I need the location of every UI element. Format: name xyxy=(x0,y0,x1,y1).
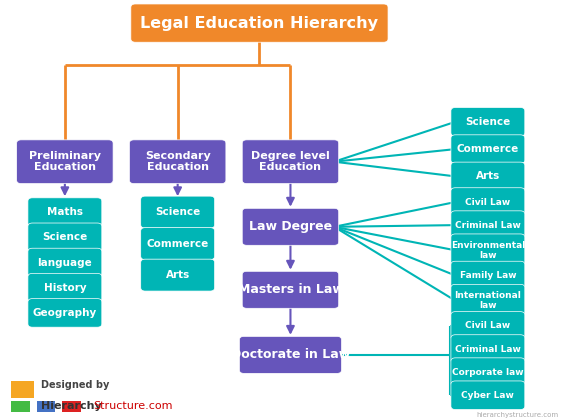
FancyBboxPatch shape xyxy=(11,381,34,398)
Text: Legal Education Hierarchy: Legal Education Hierarchy xyxy=(140,16,378,31)
FancyBboxPatch shape xyxy=(451,162,525,191)
Text: Hierarchy: Hierarchy xyxy=(41,401,102,411)
FancyBboxPatch shape xyxy=(129,140,226,184)
Text: Corporate law: Corporate law xyxy=(452,368,523,377)
Text: Environmental
law: Environmental law xyxy=(451,241,525,260)
Text: Law Degree: Law Degree xyxy=(249,220,332,233)
FancyBboxPatch shape xyxy=(37,401,55,412)
Text: Family Law: Family Law xyxy=(460,271,516,280)
Text: Maths: Maths xyxy=(47,207,83,217)
FancyBboxPatch shape xyxy=(451,381,525,410)
FancyBboxPatch shape xyxy=(28,248,102,277)
Text: Commerce: Commerce xyxy=(457,144,519,154)
FancyBboxPatch shape xyxy=(451,234,525,267)
FancyBboxPatch shape xyxy=(62,401,81,412)
FancyBboxPatch shape xyxy=(28,223,102,252)
FancyBboxPatch shape xyxy=(28,198,102,226)
Text: Arts: Arts xyxy=(476,171,500,181)
Text: language: language xyxy=(37,257,92,268)
Text: Civil Law: Civil Law xyxy=(465,197,510,207)
FancyBboxPatch shape xyxy=(28,273,102,302)
FancyBboxPatch shape xyxy=(451,211,525,239)
FancyBboxPatch shape xyxy=(451,261,525,290)
FancyBboxPatch shape xyxy=(451,358,525,386)
FancyBboxPatch shape xyxy=(28,299,102,327)
FancyBboxPatch shape xyxy=(451,335,525,363)
FancyBboxPatch shape xyxy=(140,259,214,291)
FancyBboxPatch shape xyxy=(140,196,214,228)
FancyBboxPatch shape xyxy=(451,284,525,317)
Text: Structure.com: Structure.com xyxy=(93,401,173,411)
Text: Criminal Law: Criminal Law xyxy=(455,344,521,354)
Text: Criminal Law: Criminal Law xyxy=(455,220,521,230)
FancyBboxPatch shape xyxy=(11,401,30,412)
FancyBboxPatch shape xyxy=(451,108,525,136)
Text: Designed by: Designed by xyxy=(41,380,109,390)
Text: Preliminary
Education: Preliminary Education xyxy=(29,151,101,173)
FancyBboxPatch shape xyxy=(243,271,338,308)
Text: Secondary
Education: Secondary Education xyxy=(145,151,210,173)
FancyBboxPatch shape xyxy=(17,140,113,184)
Text: Science: Science xyxy=(465,117,510,127)
FancyBboxPatch shape xyxy=(451,188,525,216)
FancyBboxPatch shape xyxy=(451,135,525,163)
Text: Doctorate in Law: Doctorate in Law xyxy=(231,349,350,361)
FancyBboxPatch shape xyxy=(239,336,341,373)
Text: Arts: Arts xyxy=(166,270,190,280)
Text: International
law: International law xyxy=(455,291,521,310)
Text: Science: Science xyxy=(155,207,200,217)
Text: Cyber Law: Cyber Law xyxy=(461,391,514,400)
Text: Degree level
Education: Degree level Education xyxy=(251,151,330,173)
Text: Science: Science xyxy=(42,232,87,242)
FancyBboxPatch shape xyxy=(243,208,338,245)
Text: Geography: Geography xyxy=(33,308,97,318)
Text: Civil Law: Civil Law xyxy=(465,321,510,331)
FancyBboxPatch shape xyxy=(243,140,338,184)
FancyBboxPatch shape xyxy=(451,312,525,340)
Text: Masters in Law: Masters in Law xyxy=(237,284,343,296)
Text: Commerce: Commerce xyxy=(147,239,209,249)
Text: hierarchystructure.com: hierarchystructure.com xyxy=(476,412,558,418)
FancyBboxPatch shape xyxy=(131,4,388,42)
FancyBboxPatch shape xyxy=(140,228,214,260)
Text: History: History xyxy=(43,283,86,293)
